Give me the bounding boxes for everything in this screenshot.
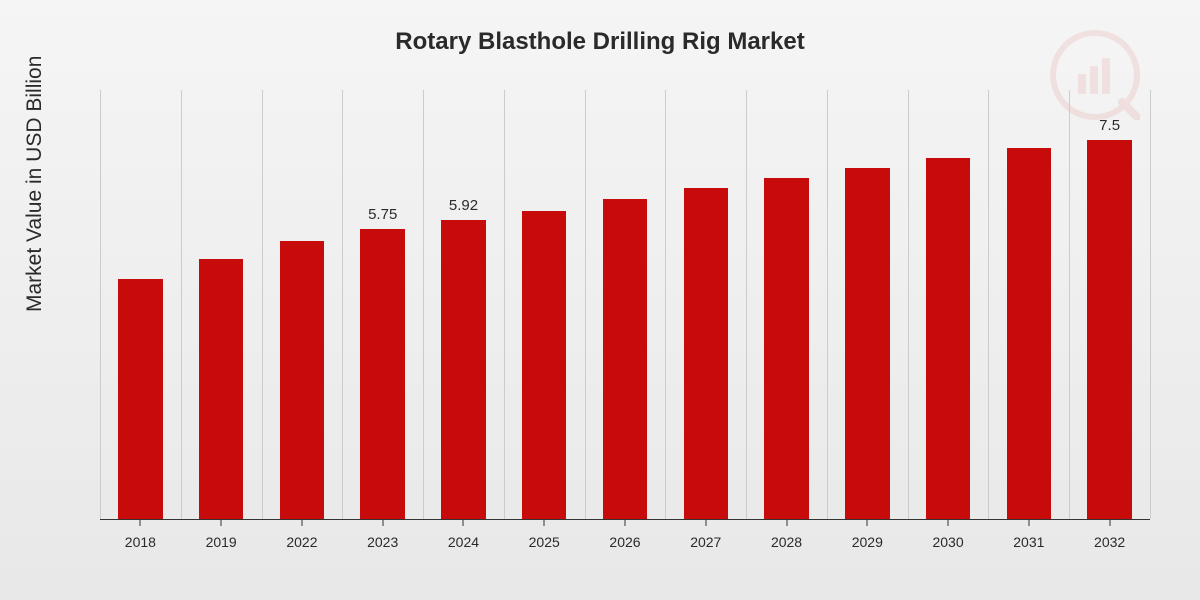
gridline [100, 90, 101, 519]
bar [845, 168, 889, 519]
x-tick [221, 520, 222, 526]
gridline [1069, 90, 1070, 519]
x-tick [867, 520, 868, 526]
x-axis-label: 2026 [609, 534, 640, 550]
bar [522, 211, 566, 519]
plot-region: 5.75 5.92 7.5 [100, 90, 1150, 520]
bar [280, 241, 324, 519]
x-axis-label: 2023 [367, 534, 398, 550]
x-tick [544, 520, 545, 526]
bar [603, 199, 647, 519]
x-tick [705, 520, 706, 526]
x-tick [625, 520, 626, 526]
gridline [342, 90, 343, 519]
value-label: 5.75 [368, 206, 397, 223]
x-axis-label: 2030 [932, 534, 963, 550]
chart-title: Rotary Blasthole Drilling Rig Market [0, 0, 1200, 56]
x-tick [140, 520, 141, 526]
gridline [504, 90, 505, 519]
value-label: 7.5 [1099, 117, 1120, 134]
gridline [746, 90, 747, 519]
x-axis-label: 2019 [206, 534, 237, 550]
gridline [262, 90, 263, 519]
x-axis-label: 2028 [771, 534, 802, 550]
y-axis-label: Market Value in USD Billion [23, 56, 47, 312]
bar [441, 220, 485, 519]
x-tick [463, 520, 464, 526]
chart-area: 5.75 5.92 7.5 2018 2019 2022 2023 2024 2025 2026… [100, 90, 1150, 550]
x-tick [786, 520, 787, 526]
bar [684, 188, 728, 519]
x-axis-label: 2031 [1013, 534, 1044, 550]
x-axis-label: 2024 [448, 534, 479, 550]
x-tick [948, 520, 949, 526]
value-label: 5.92 [449, 197, 478, 214]
x-tick [1109, 520, 1110, 526]
x-axis-label: 2022 [286, 534, 317, 550]
gridline [1150, 90, 1151, 519]
gridline [181, 90, 182, 519]
gridline [585, 90, 586, 519]
bar [360, 229, 404, 519]
x-axis-label: 2025 [529, 534, 560, 550]
x-axis-label: 2027 [690, 534, 721, 550]
gridline [665, 90, 666, 519]
bar [199, 259, 243, 519]
x-tick [301, 520, 302, 526]
gridline [423, 90, 424, 519]
bar [926, 158, 970, 519]
gridline [908, 90, 909, 519]
gridline [988, 90, 989, 519]
x-tick [382, 520, 383, 526]
bar [1087, 140, 1131, 519]
bar [1007, 148, 1051, 519]
bar [764, 178, 808, 519]
bar [118, 279, 162, 519]
x-tick [1028, 520, 1029, 526]
gridline [827, 90, 828, 519]
x-axis-label: 2032 [1094, 534, 1125, 550]
x-axis-label: 2018 [125, 534, 156, 550]
x-axis-label: 2029 [852, 534, 883, 550]
